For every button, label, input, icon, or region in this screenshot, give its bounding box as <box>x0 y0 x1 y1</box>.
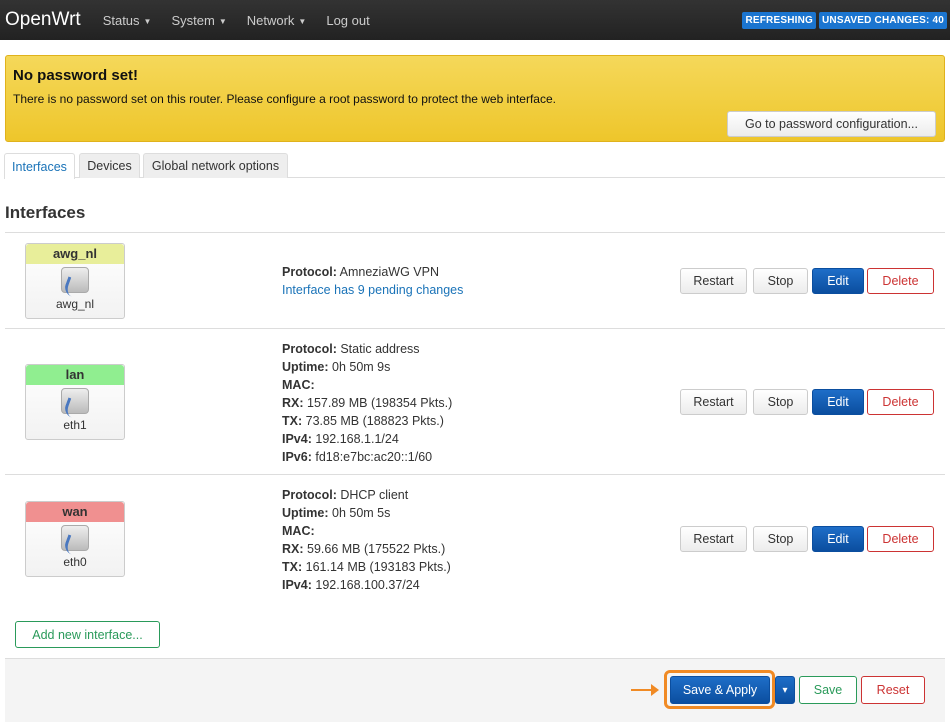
uptime-value: 0h 50m 9s <box>332 360 391 374</box>
edit-button[interactable]: Edit <box>812 526 864 552</box>
section-title: Interfaces <box>5 203 86 222</box>
uptime-value: 0h 50m 5s <box>332 506 391 520</box>
menu-system[interactable]: System ▼ <box>171 13 226 28</box>
protocol-value: Static address <box>340 342 420 356</box>
interface-device: eth1 <box>63 418 87 432</box>
arrow-annotation-icon <box>631 684 659 696</box>
interface-name: wan <box>26 502 124 522</box>
tab-interfaces[interactable]: Interfaces <box>4 153 75 179</box>
edit-button[interactable]: Edit <box>812 268 864 294</box>
mac-label: MAC: <box>282 524 315 538</box>
rx-label: RX: <box>282 396 304 410</box>
interface-badge: wan eth0 <box>25 501 125 577</box>
ethernet-port-icon <box>61 267 89 293</box>
uptime-label: Uptime: <box>282 360 329 374</box>
caret-down-icon: ▼ <box>298 16 307 26</box>
save-apply-dropdown[interactable]: ▾ <box>775 676 795 704</box>
tx-label: TX: <box>282 414 303 428</box>
menu-status[interactable]: Status ▼ <box>103 13 152 28</box>
ipv6-value: fd18:e7bc:ac20::1/60 <box>315 450 433 464</box>
tab-global-options[interactable]: Global network options <box>143 153 288 178</box>
edit-button[interactable]: Edit <box>812 389 864 415</box>
rx-value: 59.66 MB (175522 Pkts.) <box>307 542 446 556</box>
caret-down-icon: ▼ <box>218 16 227 26</box>
menu-label: System <box>171 12 215 28</box>
tab-bar: Interfaces Devices Global network option… <box>4 153 945 179</box>
interface-row-wan: wan eth0 Protocol: DHCP client Uptime: 0… <box>5 474 945 610</box>
refreshing-badge[interactable]: REFRESHING <box>742 12 817 29</box>
interface-info: Protocol: Static address Uptime: 0h 50m … <box>282 340 452 466</box>
rx-label: RX: <box>282 542 304 556</box>
brand-logo[interactable]: OpenWrt <box>5 9 81 30</box>
caret-down-icon: ▼ <box>143 16 152 26</box>
tx-value: 73.85 MB (188823 Pkts.) <box>305 414 444 428</box>
rx-value: 157.89 MB (198354 Pkts.) <box>307 396 453 410</box>
ipv4-value: 192.168.100.37/24 <box>315 578 420 592</box>
restart-button[interactable]: Restart <box>680 526 747 552</box>
ipv6-label: IPv6: <box>282 450 312 464</box>
alert-title: No password set! <box>13 67 139 84</box>
menu-label: Status <box>102 12 140 28</box>
interface-name: lan <box>26 365 124 385</box>
interface-badge: lan eth1 <box>25 364 125 440</box>
pending-changes-link[interactable]: Interface has 9 pending changes <box>282 283 464 297</box>
interface-name: awg_nl <box>26 244 124 264</box>
interface-device: eth0 <box>63 555 87 569</box>
interface-row-awg_nl: awg_nl awg_nl Protocol: AmneziaWG VPN In… <box>5 232 945 328</box>
save-button[interactable]: Save <box>799 676 857 704</box>
interface-device: awg_nl <box>55 297 95 311</box>
unsaved-changes-badge[interactable]: UNSAVED CHANGES: 40 <box>819 12 947 29</box>
delete-button[interactable]: Delete <box>867 268 934 294</box>
restart-button[interactable]: Restart <box>680 389 747 415</box>
protocol-label: Protocol: <box>282 265 337 279</box>
protocol-value: DHCP client <box>340 488 409 502</box>
uptime-label: Uptime: <box>282 506 329 520</box>
interface-info: Protocol: AmneziaWG VPN Interface has 9 … <box>282 263 463 299</box>
alert-text: There is no password set on this router.… <box>13 92 556 106</box>
tx-value: 161.14 MB (193183 Pkts.) <box>305 560 451 574</box>
protocol-value: AmneziaWG VPN <box>339 265 439 279</box>
menu-logout[interactable]: Log out <box>326 12 370 28</box>
stop-button[interactable]: Stop <box>753 526 808 552</box>
ipv4-label: IPv4: <box>282 432 312 446</box>
delete-button[interactable]: Delete <box>867 526 934 552</box>
delete-button[interactable]: Delete <box>867 389 934 415</box>
password-alert: No password set! There is no password se… <box>5 55 945 142</box>
menu-network[interactable]: Network ▼ <box>247 13 307 28</box>
highlight-annotation <box>664 670 775 709</box>
save-apply-button[interactable]: Save & Apply <box>670 676 770 704</box>
stop-button[interactable]: Stop <box>753 389 808 415</box>
add-interface-button[interactable]: Add new interface... <box>15 621 160 648</box>
reset-button[interactable]: Reset <box>861 676 925 704</box>
ipv4-label: IPv4: <box>282 578 312 592</box>
ethernet-port-icon <box>61 388 89 414</box>
protocol-label: Protocol: <box>282 342 337 356</box>
protocol-label: Protocol: <box>282 488 337 502</box>
stop-button[interactable]: Stop <box>753 268 808 294</box>
interface-row-lan: lan eth1 Protocol: Static address Uptime… <box>5 328 945 474</box>
restart-button[interactable]: Restart <box>680 268 747 294</box>
tab-devices[interactable]: Devices <box>79 153 140 178</box>
ipv4-value: 192.168.1.1/24 <box>315 432 399 446</box>
password-config-button[interactable]: Go to password configuration... <box>727 111 936 137</box>
tx-label: TX: <box>282 560 303 574</box>
mac-label: MAC: <box>282 378 315 392</box>
navbar: OpenWrt Status ▼ System ▼ Network ▼ Log out… <box>0 0 950 40</box>
interface-info: Protocol: DHCP client Uptime: 0h 50m 5s … <box>282 486 451 594</box>
interface-badge: awg_nl awg_nl <box>25 243 125 319</box>
ethernet-port-icon <box>61 525 89 551</box>
menu-label: Network <box>246 12 295 28</box>
